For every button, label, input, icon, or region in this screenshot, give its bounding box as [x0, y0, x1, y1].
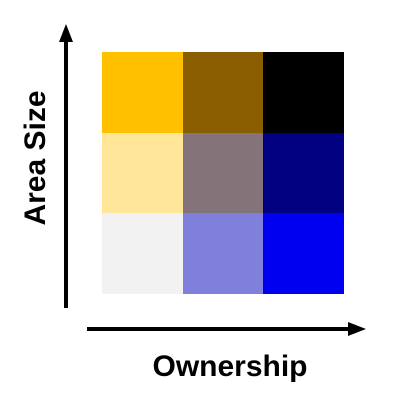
- x-axis-label: Ownership: [152, 350, 308, 383]
- legend-cell-r1-c3: [263, 52, 344, 133]
- y-axis-arrowhead: [59, 24, 73, 42]
- legend-cell-r3-c1: [102, 213, 183, 294]
- legend-cell-r3-c3: [263, 213, 344, 294]
- legend-cell-r1-c1: [102, 52, 183, 133]
- legend-cell-r2-c2: [182, 132, 264, 214]
- legend-cell-r1-c2: [182, 52, 264, 133]
- legend-cell-r3-c2: [182, 213, 264, 294]
- legend-cell-r2-c3: [263, 132, 344, 214]
- x-axis-arrowhead: [348, 322, 366, 336]
- legend-cell-r2-c1: [102, 132, 183, 214]
- bivariate-legend-grid: [102, 52, 344, 294]
- y-axis-label: Area Size: [19, 90, 52, 226]
